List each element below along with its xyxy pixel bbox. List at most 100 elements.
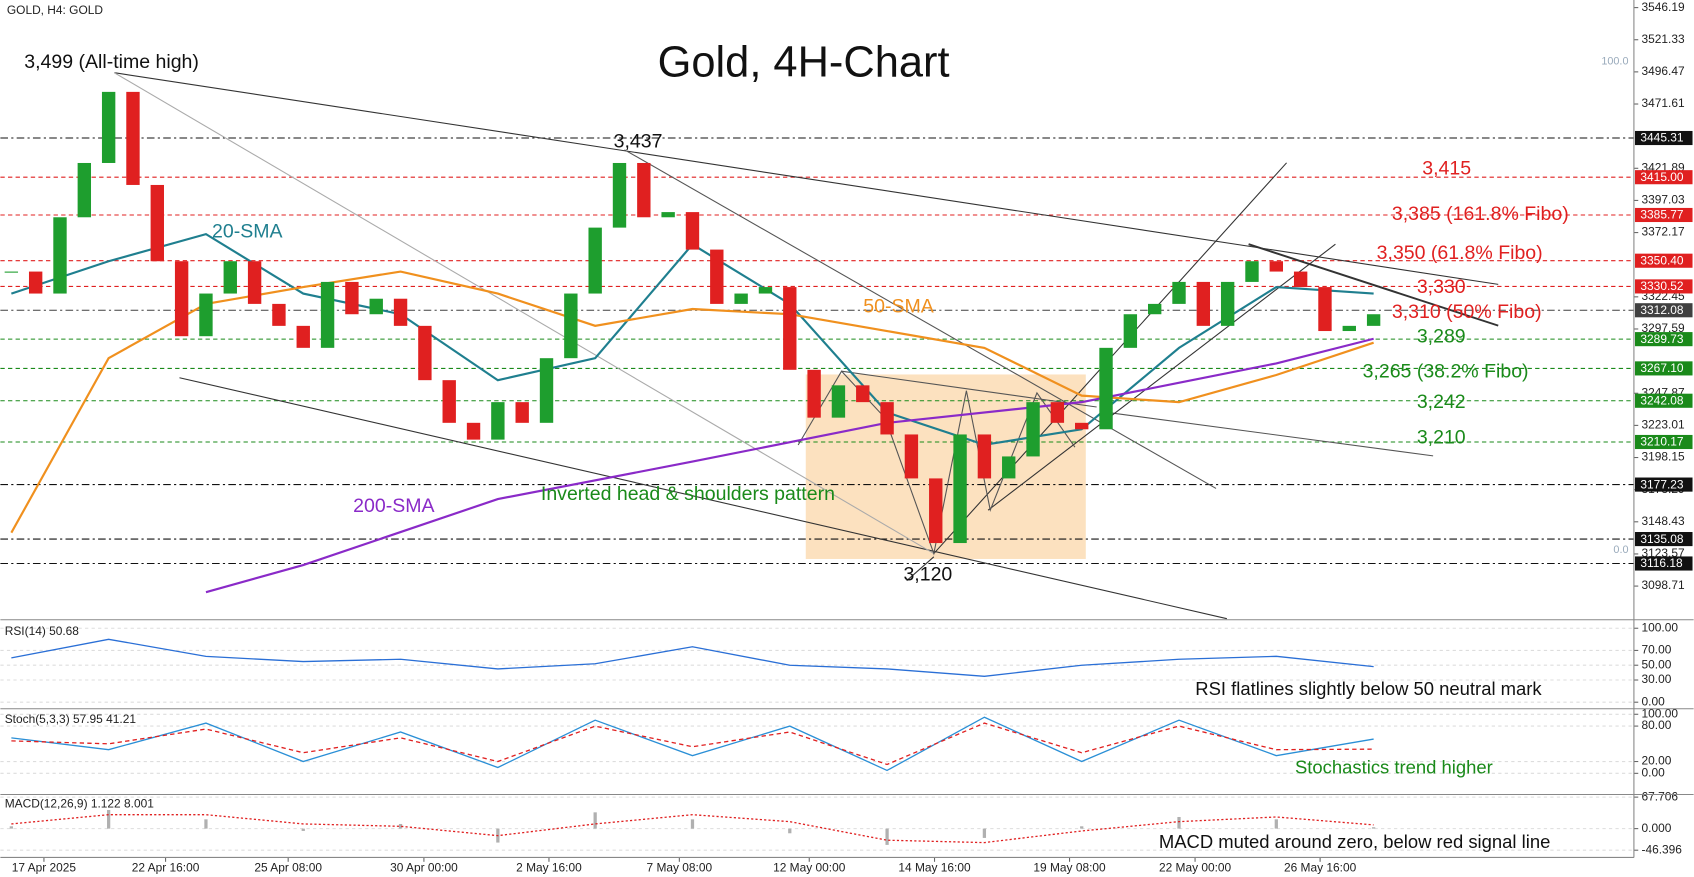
x-tick-label: 14 May 16:00 <box>898 860 971 874</box>
candle <box>953 434 967 544</box>
candle <box>758 287 773 294</box>
annotation: 3,210 <box>1417 427 1466 449</box>
series-line <box>11 638 1374 677</box>
candle <box>1050 402 1065 423</box>
y-tick-label: 3546.19 <box>1642 0 1685 14</box>
level-label: 3210.17 <box>1640 435 1683 449</box>
y-tick-label: 0.00 <box>1642 765 1666 779</box>
fibo-label: 0.0 <box>1613 544 1628 556</box>
candle <box>1293 271 1308 288</box>
y-tick-label: 100.00 <box>1642 706 1679 720</box>
series-line <box>11 716 1374 772</box>
y-tick-label: 0.000 <box>1642 821 1672 835</box>
candle <box>199 293 213 337</box>
y-tick-label: 3496.47 <box>1642 64 1685 78</box>
y-tick-label: 3297.59 <box>1642 321 1685 335</box>
candle <box>1147 303 1162 315</box>
candle <box>418 325 432 381</box>
frames <box>0 0 1694 859</box>
level-box <box>1634 170 1693 185</box>
trend-line <box>624 149 1217 489</box>
level-box <box>1634 332 1693 347</box>
x-tick-label: 12 May 00:00 <box>773 860 846 874</box>
candle <box>612 162 627 228</box>
histogram-bar <box>788 828 792 834</box>
trend-line <box>1248 243 1499 327</box>
neckline <box>841 370 1097 408</box>
level-box <box>1634 556 1693 571</box>
annotation: 3,242 <box>1417 391 1466 413</box>
histogram-bar <box>9 826 13 829</box>
note: Stochastics trend higher <box>1295 756 1493 777</box>
candle <box>296 325 310 348</box>
symbol: GOLD, H4: GOLD <box>7 3 103 17</box>
candle <box>4 271 19 273</box>
pointer <box>906 556 935 582</box>
panel-title: Stoch(5,3,3) 57.95 41.21 <box>5 712 137 726</box>
candle <box>831 385 846 418</box>
candle <box>904 434 919 479</box>
y-tick-label: 100.00 <box>1642 620 1679 634</box>
candle <box>880 402 894 435</box>
legend-label: 200-SMA <box>353 495 434 517</box>
legend-label: 20-SMA <box>212 220 282 242</box>
histogram-bar <box>1177 816 1181 829</box>
y-tick-label: 3098.71 <box>1642 578 1685 592</box>
x-tick-label: 2 May 16:00 <box>516 860 582 874</box>
y-tick-label: 70.00 <box>1642 643 1672 657</box>
annotation: 3,330 <box>1417 276 1466 298</box>
level-box <box>1634 434 1693 450</box>
annotation: 3,385 (161.8% Fibo) <box>1392 203 1569 225</box>
y-tick-label: 50.00 <box>1642 657 1672 671</box>
candle <box>685 212 700 250</box>
trend-line <box>114 72 935 555</box>
candle <box>807 369 821 418</box>
candle <box>1172 281 1186 304</box>
trend-line <box>1107 411 1434 457</box>
candle <box>101 91 116 163</box>
candle <box>247 261 262 304</box>
fibo-label: 100.0 <box>1601 56 1628 68</box>
candle <box>588 227 602 294</box>
trend-line <box>114 72 1499 285</box>
candle <box>977 434 992 479</box>
candle <box>1075 422 1089 430</box>
histogram-bar <box>1371 827 1376 829</box>
x-tick-label: 17 Apr 2025 <box>12 860 77 874</box>
candle <box>1026 402 1040 457</box>
series-line <box>10 270 1374 534</box>
candle <box>223 261 237 294</box>
level-label: 3350.40 <box>1640 253 1683 267</box>
candle <box>1099 347 1113 430</box>
note: MACD muted around zero, below red signal… <box>1159 831 1550 852</box>
candle <box>929 478 943 544</box>
candle <box>1342 325 1356 332</box>
candle <box>661 212 675 218</box>
candle <box>369 298 383 315</box>
panel-title: RSI(14) 50.68 <box>5 624 80 638</box>
annotation: 3,499 (All-time high) <box>24 51 199 73</box>
level-label: 3177.23 <box>1640 477 1683 491</box>
candle <box>1245 261 1259 282</box>
x-tick-label: 7 May 08:00 <box>647 860 713 874</box>
level-label: 3289.73 <box>1640 332 1683 346</box>
note: RSI flatlines slightly below 50 neutral … <box>1195 678 1542 699</box>
level-label: 3242.08 <box>1640 393 1683 407</box>
candle <box>515 402 529 423</box>
x-tick-label: 22 May 00:00 <box>1159 860 1232 874</box>
level-label: 3415.00 <box>1640 170 1683 184</box>
level-box <box>1634 532 1693 547</box>
candle <box>1196 281 1211 326</box>
annotation: 3,120 <box>903 563 952 585</box>
histogram-bar <box>1274 819 1278 829</box>
level-label: 3330.52 <box>1640 279 1683 293</box>
candle <box>320 281 335 348</box>
candle <box>564 293 578 359</box>
y-tick-label: 0.00 <box>1642 694 1666 708</box>
candle <box>150 184 164 262</box>
level-box <box>1634 207 1693 223</box>
level-label: 3267.10 <box>1640 361 1683 375</box>
y-tick-label: 30.00 <box>1642 672 1672 686</box>
candle <box>1269 261 1284 272</box>
